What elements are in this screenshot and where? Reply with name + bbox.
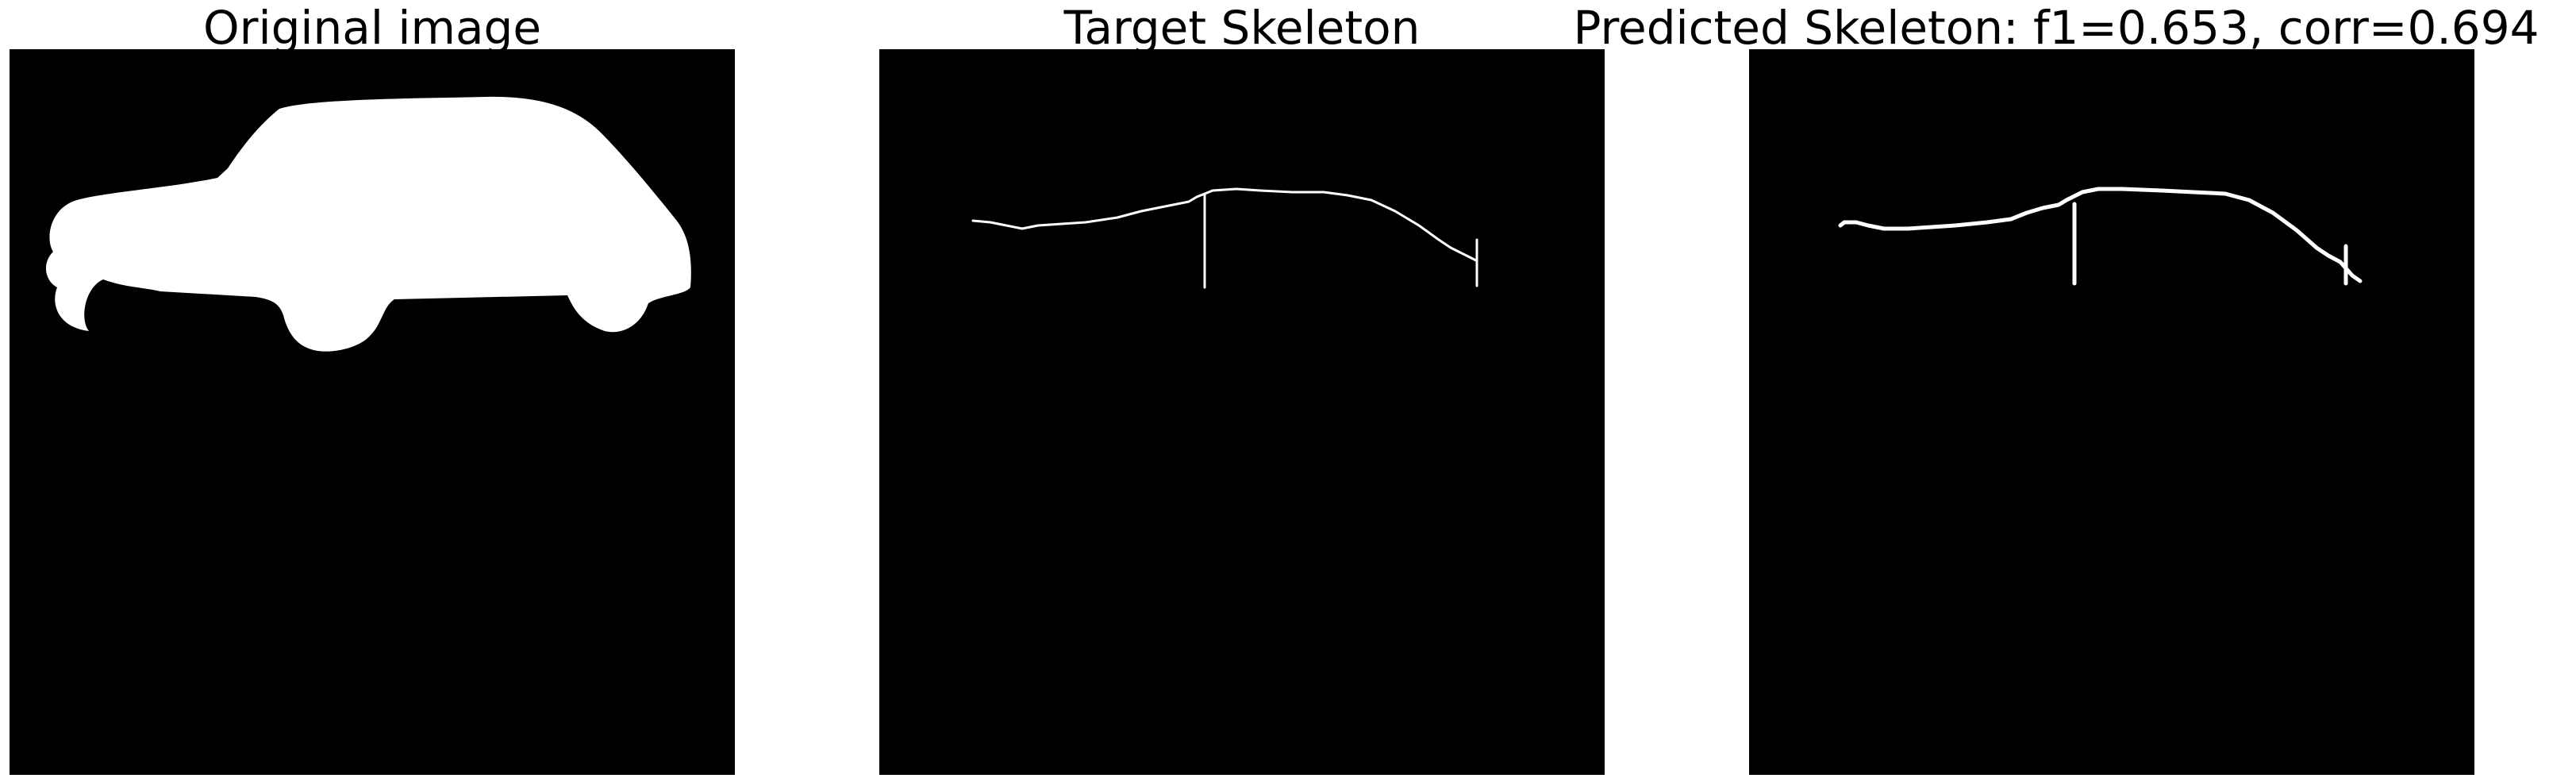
car-silhouette-image bbox=[10, 49, 735, 775]
target-skeleton-panel bbox=[879, 49, 1605, 775]
target-skeleton-image bbox=[879, 49, 1605, 775]
original-image-panel bbox=[10, 49, 735, 775]
panel-title-predicted: Predicted Skeleton: f1=0.653, corr=0.694 bbox=[1573, 1, 2539, 55]
predicted-skeleton-panel bbox=[1749, 49, 2474, 775]
predicted-skeleton-main-branch bbox=[1838, 187, 2363, 283]
target-skeleton-main-branch bbox=[971, 187, 1478, 262]
predicted-skeleton-image bbox=[1749, 49, 2474, 775]
car-silhouette bbox=[45, 96, 691, 352]
panel-title-target: Target Skeleton bbox=[1063, 1, 1421, 55]
panel-title-original: Original image bbox=[202, 1, 542, 55]
